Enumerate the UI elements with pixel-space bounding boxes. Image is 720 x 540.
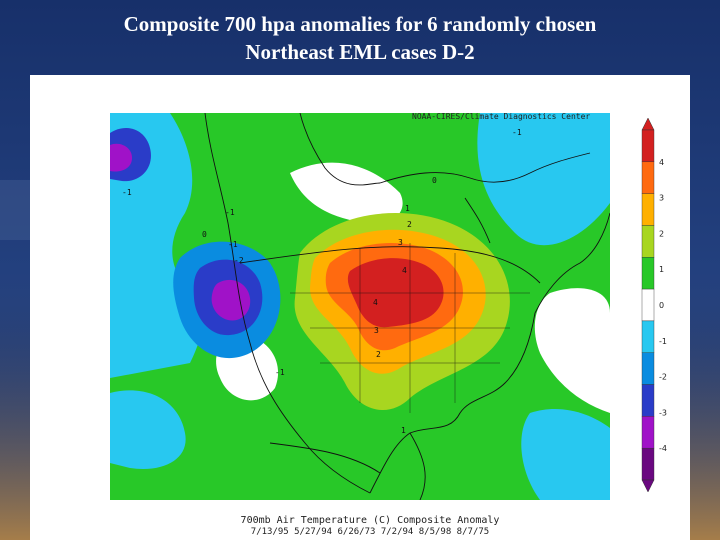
colorbar-segment [641, 384, 655, 417]
map-credit: NOAA-CIRES/Climate Diagnostics Center [412, 112, 591, 121]
anomaly-region-zero-east [534, 288, 610, 413]
colorbar-segment [641, 129, 655, 163]
anomaly-region-minus4-blob [211, 279, 251, 321]
anomaly-map: -1 -1 -1 0 -1 -2 -1 1 2 3 4 4 3 2 1 0 [110, 113, 610, 500]
colorbar-tick-label: -3 [659, 408, 667, 417]
state-borders [290, 243, 530, 413]
contour-label: -1 [225, 208, 235, 217]
colorbar-arrow-top [641, 118, 655, 131]
colorbar-tick-label: -4 [659, 444, 667, 453]
contour-label: 0 [202, 230, 207, 239]
anomaly-region-zero [290, 162, 403, 224]
anomaly-region-minus1-south [110, 390, 186, 469]
colorbar: 4 3 2 1 0 -1 -2 -3 -4 [641, 118, 667, 492]
colorbar-tick-label: 0 [659, 301, 664, 310]
colorbar-tick-label: -1 [659, 337, 667, 346]
map-dates: 7/13/95 5/27/94 6/26/73 7/2/94 8/5/98 8/… [250, 527, 490, 537]
contour-label: 4 [373, 298, 378, 307]
title-line-1: Composite 700 hpa anomalies for 6 random… [123, 12, 597, 36]
coastlines [204, 113, 610, 500]
title-line-2: Northeast EML cases D-2 [245, 40, 475, 64]
contour-label: -2 [234, 256, 244, 265]
contour-label: 4 [402, 266, 407, 275]
colorbar-tick-label: 3 [659, 194, 664, 203]
colorbar-segment [641, 161, 655, 194]
colorbar-segment [641, 288, 655, 322]
map-caption: 700mb Air Temperature (C) Composite Anom… [240, 515, 500, 526]
contour-label: -1 [275, 368, 285, 377]
anomaly-region-plus4 [347, 258, 444, 328]
colorbar-arrow-bottom [641, 479, 655, 492]
colorbar-tick-label: 2 [659, 229, 664, 238]
anomaly-region-minus1-southeast [521, 408, 610, 500]
colorbar-segment [641, 320, 655, 353]
colorbar-segment [641, 447, 655, 481]
colorbar-tick-label: 1 [659, 265, 664, 274]
colorbar-segment [641, 257, 655, 290]
contour-label: -1 [512, 128, 522, 137]
colorbar-tick-label: -2 [659, 373, 667, 382]
contour-label: 3 [398, 238, 403, 247]
colorbar-segment [641, 416, 655, 449]
contour-label: -1 [122, 188, 132, 197]
anomaly-region-northwest-core [110, 143, 132, 172]
contour-label: -1 [228, 240, 238, 249]
anomaly-region-minus1-east [477, 113, 610, 246]
colorbar-tick-label: 4 [659, 158, 664, 167]
contour-label: 2 [376, 350, 381, 359]
colorbar-segment [641, 193, 655, 226]
contour-label: 1 [405, 204, 410, 213]
contour-label: 3 [374, 326, 379, 335]
contour-label: 2 [407, 220, 412, 229]
colorbar-segment [641, 352, 655, 385]
slide-title: Composite 700 hpa anomalies for 6 random… [0, 10, 720, 66]
colorbar-segment [641, 225, 655, 258]
contour-label: 1 [401, 426, 406, 435]
contour-label: 0 [432, 176, 437, 185]
